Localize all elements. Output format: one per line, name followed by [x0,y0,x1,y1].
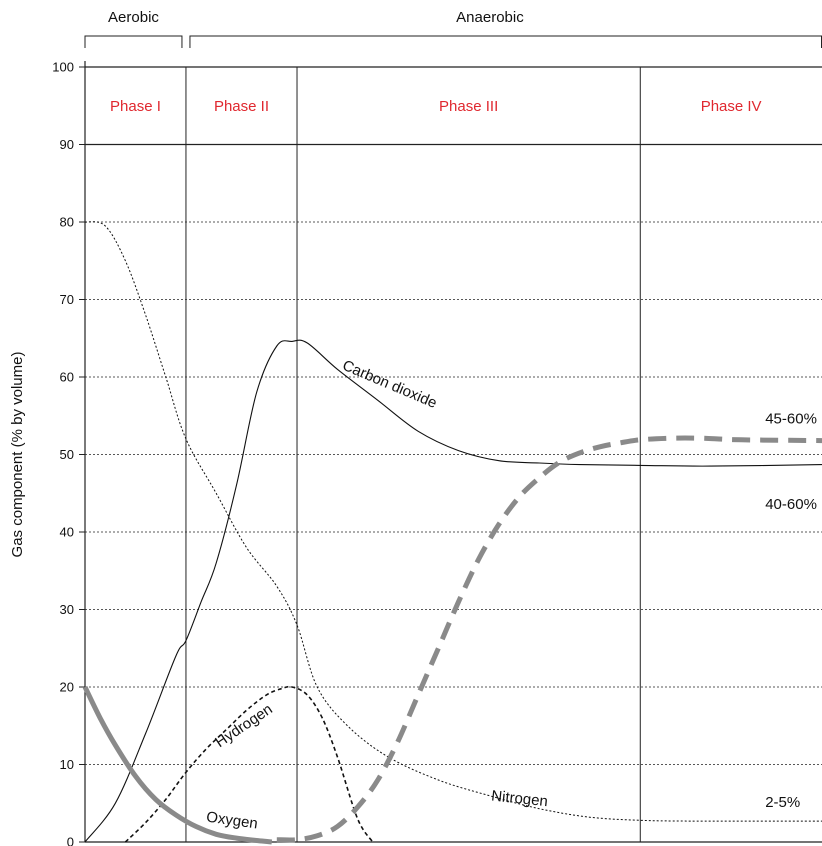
curve-label-nitrogen: Nitrogen [490,787,548,810]
phase-label: Phase I [110,98,161,115]
curve-label-hydrogen: Hydrogen [212,701,275,751]
y-tick-label: 70 [60,292,74,307]
range-annotation: 45-60% [765,411,817,428]
phase-label: Phase III [439,98,498,115]
phase-label: Phase II [214,98,269,115]
y-axis-label: Gas component (% by volume) [9,352,26,558]
y-tick-label: 0 [67,835,74,846]
y-tick-label: 40 [60,525,74,540]
y-tick-label: 30 [60,602,74,617]
phase-label: Phase IV [701,98,762,115]
curve-label-carbon-dioxide: Carbon dioxide [340,357,440,412]
y-tick-label: 60 [60,370,74,385]
y-tick-label: 80 [60,215,74,230]
bracket-label: Anaerobic [456,9,524,26]
series-line-nitrogen [84,221,822,822]
y-tick-label: 100 [52,60,74,75]
series-line-oxygen [82,685,273,845]
curve-label-oxygen: Oxygen [205,809,259,833]
y-tick-label: 90 [60,137,74,152]
bracket-line [84,35,183,48]
bracket-label: Aerobic [108,9,159,26]
y-tick-label: 10 [60,757,74,772]
series-line-hydrogen [124,685,374,843]
range-annotation: 2-5% [765,794,800,811]
range-annotation: 40-60% [765,496,817,513]
y-tick-label: 50 [60,447,74,462]
bracket-line [189,35,822,48]
series-line-methane [276,435,822,843]
series-line-carbon-dioxide [84,339,822,843]
y-tick-label: 20 [60,680,74,695]
